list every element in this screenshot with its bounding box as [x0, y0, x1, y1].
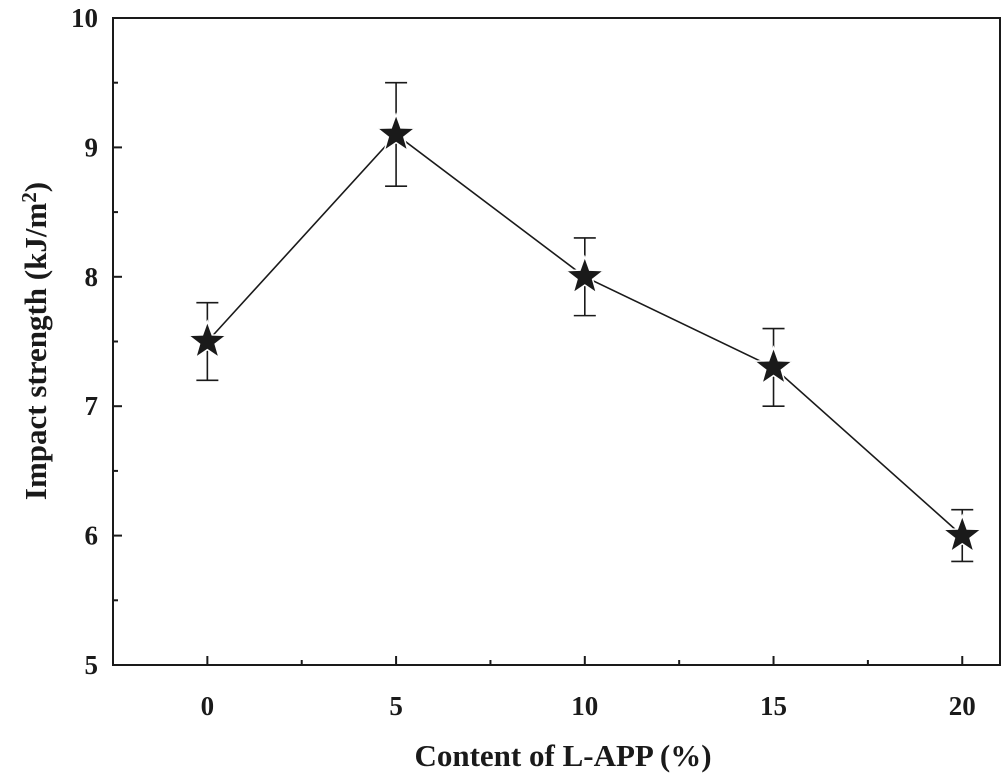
- x-tick-label: 20: [949, 691, 976, 721]
- axes: 5 6 7 8 9 10 0 5 10 15 20: [71, 3, 1001, 721]
- y-tick-label: 10: [71, 3, 98, 33]
- star-marker: [941, 513, 984, 554]
- y-tick-label: 6: [85, 521, 99, 551]
- star-marker: [186, 319, 229, 360]
- y-tick-label: 8: [85, 262, 99, 292]
- y-tick-label: 5: [85, 650, 99, 680]
- y-axis-title-main: Impact strength (kJ/m: [18, 203, 53, 501]
- plot-frame: [112, 17, 1001, 666]
- y-axis-title-close: ): [18, 182, 53, 192]
- x-tick-label: 15: [760, 691, 787, 721]
- x-tick-label: 5: [389, 691, 403, 721]
- plot-area: [186, 81, 984, 563]
- y-tick-label: 7: [85, 391, 99, 421]
- series-line: [206, 133, 963, 537]
- y-axis-title-superscript: 2: [17, 192, 41, 203]
- star-marker: [374, 112, 418, 153]
- x-tick-label: 0: [201, 691, 215, 721]
- x-tick-label: 10: [571, 691, 598, 721]
- y-tick-label: 9: [85, 132, 99, 162]
- y-axis-title: Impact strength (kJ/m2): [17, 182, 53, 500]
- x-axis-title: Content of L-APP (%): [414, 738, 711, 773]
- star-marker: [752, 345, 795, 386]
- star-marker: [563, 254, 606, 295]
